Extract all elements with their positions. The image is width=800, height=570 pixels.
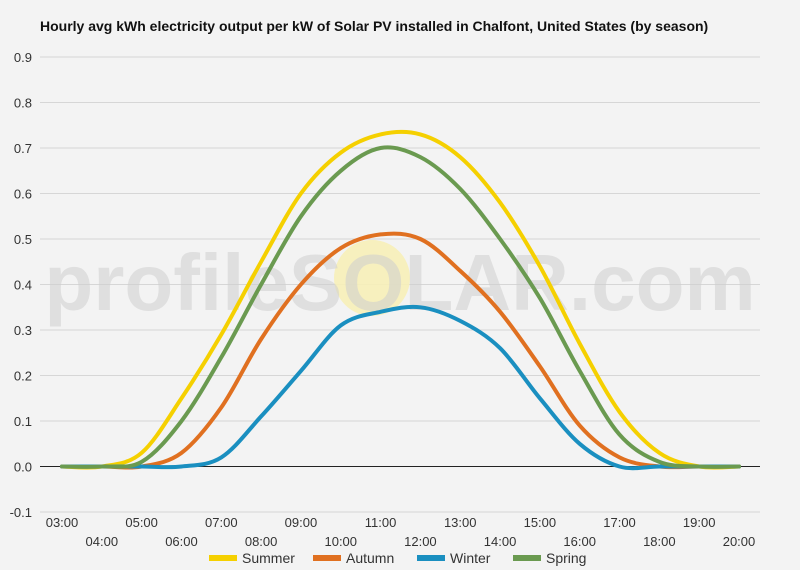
x-tick-label: 14:00	[484, 534, 517, 549]
legend-item-winter[interactable]: Winter	[417, 550, 491, 566]
x-tick-label: 12:00	[404, 534, 437, 549]
x-tick-label: 11:00	[365, 515, 397, 530]
x-tick-label: 08:00	[245, 534, 278, 549]
watermark-layer: profileSOLAR.com	[44, 238, 755, 327]
x-tick-label: 10:00	[324, 534, 357, 549]
series-layer	[60, 129, 741, 471]
series-line-autumn	[60, 231, 741, 470]
legend-item-autumn[interactable]: Autumn	[313, 550, 394, 566]
x-tick-label: 15:00	[524, 515, 557, 530]
x-tick-label: 07:00	[205, 515, 238, 530]
x-tick-label: 18:00	[643, 534, 676, 549]
chart-title: Hourly avg kWh electricity output per kW…	[40, 18, 709, 34]
y-tick-label: 0.3	[14, 323, 32, 338]
y-tick-label: 0.1	[14, 414, 32, 429]
y-tick-label: 0.2	[14, 369, 32, 384]
legend-layer[interactable]: Summer Autumn Winter Spring	[209, 550, 586, 566]
x-tick-label: 04:00	[86, 534, 119, 549]
legend-item-spring[interactable]: Spring	[513, 550, 586, 566]
legend-swatch	[209, 555, 237, 561]
legend-label: Spring	[546, 550, 586, 566]
legend-swatch	[513, 555, 541, 561]
legend-label: Summer	[242, 550, 295, 566]
legend-label: Autumn	[346, 550, 394, 566]
y-tick-label: 0.8	[14, 96, 32, 111]
y-tick-label: 0.4	[14, 278, 32, 293]
axis-layer: -0.1 0.0 0.1 0.2 0.3 0.4 0.5 0.6 0.7 0.8 0.9 03:00 0…	[10, 50, 756, 549]
x-tick-label: 06:00	[165, 534, 198, 549]
x-tick-label: 20:00	[723, 534, 756, 549]
series-line-spring	[60, 145, 741, 469]
legend-label: Winter	[450, 550, 491, 566]
x-tick-label: 03:00	[46, 515, 79, 530]
y-tick-label: 0.0	[14, 460, 32, 475]
x-tick-label: 16:00	[563, 534, 596, 549]
legend-item-summer[interactable]: Summer	[209, 550, 295, 566]
watermark-sun	[334, 240, 410, 316]
legend-swatch	[417, 555, 445, 561]
x-tick-label: 05:00	[125, 515, 158, 530]
watermark-text: profileSOLAR.com	[44, 238, 755, 327]
y-tick-label: -0.1	[10, 505, 32, 520]
y-tick-label: 0.9	[14, 50, 32, 65]
x-tick-label: 17:00	[603, 515, 636, 530]
x-tick-label: 09:00	[285, 515, 318, 530]
x-tick-label: 13:00	[444, 515, 477, 530]
legend-swatch	[313, 555, 341, 561]
x-tick-label: 19:00	[683, 515, 716, 530]
y-tick-label: 0.6	[14, 187, 32, 202]
series-line-summer	[60, 129, 741, 470]
series-line-winter	[60, 304, 741, 471]
y-tick-label: 0.7	[14, 141, 32, 156]
y-tick-label: 0.5	[14, 232, 32, 247]
